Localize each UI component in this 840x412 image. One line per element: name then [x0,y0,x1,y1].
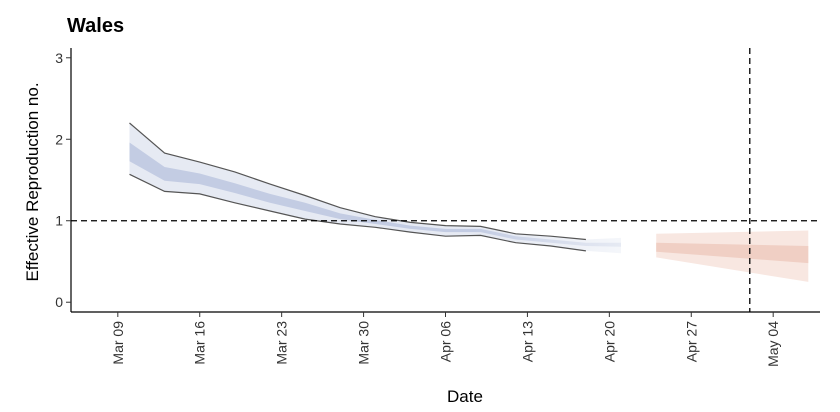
y-tick-label: 0 [55,294,63,310]
reference-lines [71,48,820,312]
x-tick-label: Mar 30 [356,321,372,365]
estimate-outer-band [129,123,621,254]
x-tick-label: Apr 13 [519,321,535,362]
x-tick-label: Apr 20 [601,321,617,362]
estimate-lower-border [129,173,586,252]
x-axis-title: Date [447,387,483,406]
x-tick-label: Mar 23 [274,321,290,365]
forecast-inner-band [656,242,809,264]
y-tick-label: 1 [55,213,63,229]
chart-title: Wales [67,15,124,37]
x-tick-label: Apr 27 [683,321,699,362]
estimate-upper-border [129,122,586,241]
y-tick-label: 3 [55,50,63,66]
x-tick-label: Mar 16 [192,321,208,365]
x-tick-label: Apr 06 [438,321,454,362]
chart-axes: 0 1 2 3 Mar 09 Mar 16 Mar 23 Mar 30 Apr 06 Apr 13… [55,48,820,367]
x-tick-label: Mar 09 [110,321,126,365]
x-tick-label: May 04 [765,321,781,367]
y-tick-label: 2 [55,131,63,147]
chart-bands [129,122,809,282]
y-axis-title: Effective Reproduction no. [23,82,42,281]
